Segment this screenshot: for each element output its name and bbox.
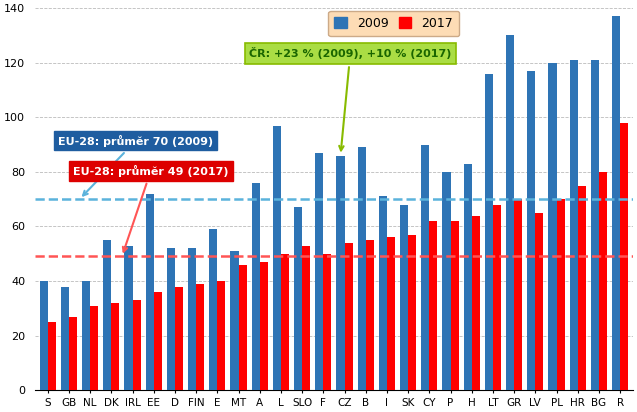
Bar [591, 60, 599, 390]
Bar [366, 240, 374, 390]
Bar [154, 292, 162, 390]
Bar [61, 286, 69, 390]
Bar [493, 205, 501, 390]
Bar [336, 155, 345, 390]
Bar [196, 284, 204, 390]
Bar [175, 286, 183, 390]
Bar [231, 251, 238, 390]
Text: ČR: +23 % (2009), +10 % (2017): ČR: +23 % (2009), +10 % (2017) [249, 47, 452, 150]
Bar [124, 246, 132, 390]
Bar [146, 194, 154, 390]
Bar [260, 262, 268, 390]
Legend: 2009, 2017: 2009, 2017 [328, 11, 459, 36]
Bar [324, 254, 331, 390]
Bar [188, 248, 196, 390]
Bar [612, 16, 620, 390]
Bar [485, 74, 493, 390]
Bar [315, 153, 324, 390]
Bar [302, 246, 310, 390]
Bar [569, 60, 578, 390]
Bar [599, 172, 607, 390]
Bar [48, 322, 56, 390]
Bar [548, 63, 557, 390]
Bar [408, 235, 416, 390]
Bar [514, 199, 522, 390]
Text: EU-28: průměr 70 (2009): EU-28: průměr 70 (2009) [59, 135, 213, 196]
Bar [506, 35, 514, 390]
Text: EU-28: průměr 49 (2017): EU-28: průměr 49 (2017) [73, 164, 229, 252]
Bar [421, 145, 429, 390]
Bar [472, 215, 480, 390]
Bar [464, 164, 472, 390]
Bar [535, 213, 543, 390]
Bar [39, 281, 48, 390]
Bar [281, 254, 289, 390]
Bar [82, 281, 90, 390]
Bar [557, 199, 564, 390]
Bar [167, 248, 175, 390]
Bar [273, 126, 281, 390]
Bar [450, 221, 459, 390]
Bar [578, 185, 586, 390]
Bar [90, 306, 98, 390]
Bar [294, 207, 302, 390]
Bar [527, 71, 535, 390]
Bar [103, 240, 111, 390]
Bar [210, 229, 217, 390]
Bar [429, 221, 438, 390]
Bar [217, 281, 225, 390]
Bar [132, 300, 141, 390]
Bar [238, 265, 247, 390]
Bar [400, 205, 408, 390]
Bar [443, 172, 450, 390]
Bar [387, 237, 395, 390]
Bar [620, 123, 628, 390]
Bar [379, 197, 387, 390]
Bar [252, 183, 260, 390]
Bar [69, 316, 77, 390]
Bar [345, 243, 352, 390]
Bar [111, 303, 119, 390]
Bar [357, 147, 366, 390]
